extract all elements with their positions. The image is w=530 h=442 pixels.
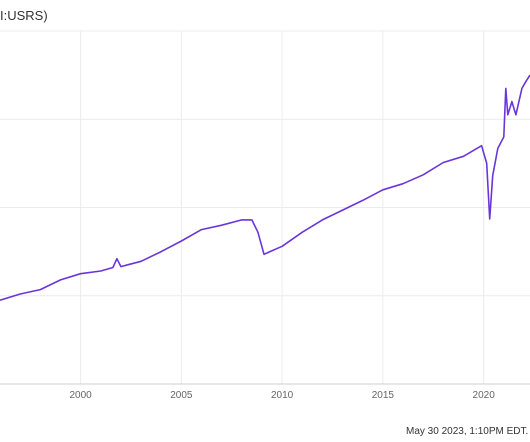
- series-line: [0, 74, 530, 301]
- footer-timestamp: May 30 2023, 1:10PM EDT. Powere: [406, 426, 530, 437]
- x-tick-label: 2000: [69, 390, 92, 401]
- series-layer: [0, 74, 530, 301]
- x-tick-label: 2005: [170, 390, 193, 401]
- x-tick-label: 2015: [372, 390, 395, 401]
- legend-label: I:USRS): [0, 8, 48, 23]
- grid-layer: [0, 30, 530, 384]
- x-tick-label: 2010: [271, 390, 294, 401]
- x-tick-label: 2020: [473, 390, 496, 401]
- x-tick-labels: 2000 2005 2010 2015 2020: [69, 390, 495, 401]
